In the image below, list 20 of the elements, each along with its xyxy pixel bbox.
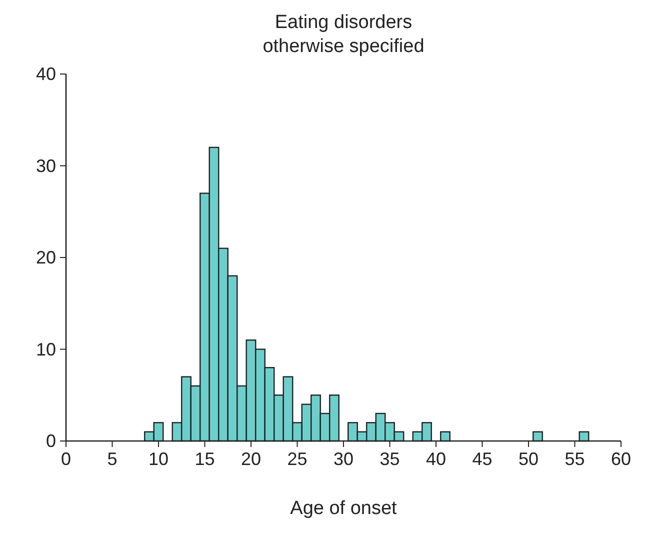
x-tick-label: 15: [194, 449, 215, 469]
x-axis-title: Age of onset: [290, 498, 398, 519]
x-tick-label: 35: [380, 449, 400, 469]
x-tick-label: 10: [148, 449, 169, 469]
x-tick-label: 30: [333, 449, 354, 469]
y-tick-label: 0: [46, 431, 56, 451]
x-tick-label: 55: [564, 449, 585, 469]
x-tick-label: 45: [472, 449, 492, 469]
x-tick-label: 25: [287, 449, 308, 469]
y-tick-label: 40: [36, 64, 56, 84]
x-tick-label: 40: [426, 449, 446, 469]
x-tick-label: 0: [60, 449, 72, 469]
x-tick-label: 5: [107, 449, 118, 469]
y-tick-label: 30: [36, 156, 56, 176]
x-tick-label: 60: [610, 449, 632, 469]
y-tick-label: 10: [36, 339, 56, 360]
x-tick-label: 20: [240, 449, 262, 469]
x-tick-label: 50: [518, 449, 539, 469]
y-tick-label: 20: [36, 248, 56, 268]
chart-title: Eating disorders otherwise specified: [262, 12, 424, 57]
